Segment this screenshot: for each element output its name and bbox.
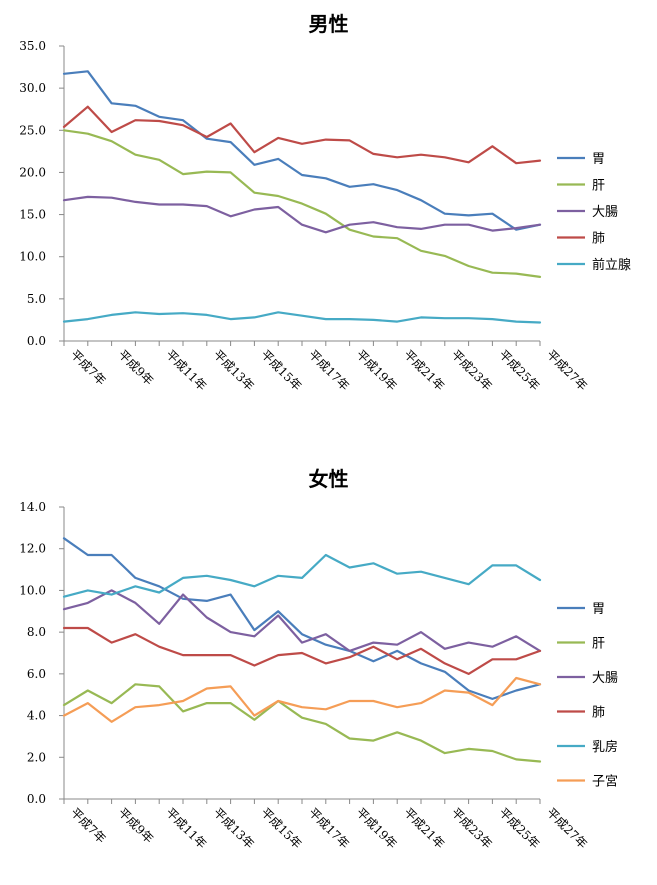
chart-title: 男性 <box>308 12 349 36</box>
plot-area: 0.0 2.0 4.0 6.0 8.0 10.0 12.0 14.0 平成7年 平成9年 平成11年… <box>19 500 618 851</box>
x-tick-label: 平成27年 <box>544 805 590 851</box>
series-line-2 <box>62 195 542 234</box>
x-tick-label: 平成25年 <box>496 805 542 851</box>
legend-label: 子宮 <box>592 774 618 790</box>
x-tick-label: 平成21年 <box>401 347 447 393</box>
chart-title: 女性 <box>308 467 349 491</box>
series-line-4 <box>62 553 542 598</box>
x-tick-label: 平成17年 <box>306 347 352 393</box>
y-tick-label: 0.0 <box>27 792 46 806</box>
series-line-3 <box>62 105 542 165</box>
y-tick-label: 35.0 <box>19 39 46 53</box>
y-tick-label: 0.0 <box>27 334 46 348</box>
x-tick-label: 平成11年 <box>163 347 209 393</box>
x-tick-label: 平成15年 <box>258 805 304 851</box>
y-tick-label: 25.0 <box>19 123 46 137</box>
legend-label: 胃 <box>592 152 605 167</box>
chart-male: 男性 0.0 5.0 10.0 15.0 20.0 25.0 30.0 35.0 平成7年 平成9… <box>0 0 657 430</box>
x-tick-label: 平成27年 <box>544 347 590 393</box>
y-tick-label: 2.0 <box>27 750 46 764</box>
x-tick-label: 平成13年 <box>211 347 257 393</box>
y-tick-label: 12.0 <box>19 542 46 556</box>
x-tick-label: 平成25年 <box>496 347 542 393</box>
y-tick-label: 10.0 <box>19 583 46 597</box>
x-tick-label: 平成13年 <box>211 805 257 851</box>
legend-label: 肝 <box>592 179 605 194</box>
series-line-3 <box>62 626 542 675</box>
series-line-2 <box>62 589 542 652</box>
legend-label: 乳房 <box>592 739 618 755</box>
y-tick-label: 20.0 <box>19 165 46 179</box>
y-tick-label: 10.0 <box>19 250 46 264</box>
x-tick-label: 平成7年 <box>68 805 109 846</box>
series-line-1 <box>62 683 542 763</box>
legend-label: 肝 <box>592 637 605 652</box>
x-tick-label: 平成9年 <box>115 805 156 846</box>
x-tick-label: 平成21年 <box>401 805 447 851</box>
series-line-0 <box>62 70 542 231</box>
y-tick-label: 5.0 <box>27 292 46 306</box>
chart-female: 女性 0.0 2.0 4.0 6.0 8.0 10.0 12.0 14.0 平成7年 平成9年 平成… <box>0 455 657 885</box>
y-tick-label: 4.0 <box>27 709 46 723</box>
series-line-1 <box>62 129 542 278</box>
x-tick-label: 平成9年 <box>115 347 156 388</box>
x-tick-label: 平成19年 <box>353 805 399 851</box>
y-tick-label: 14.0 <box>19 500 46 514</box>
legend-label: 前立腺 <box>592 257 631 273</box>
series-line-0 <box>62 537 542 700</box>
x-tick-label: 平成23年 <box>449 347 495 393</box>
y-tick-label: 30.0 <box>19 81 46 95</box>
y-tick-label: 15.0 <box>19 208 46 222</box>
series-line-5 <box>62 676 542 723</box>
legend-label: 大腸 <box>592 671 618 686</box>
legend-label: 大腸 <box>592 205 618 220</box>
legend-label: 胃 <box>592 602 605 617</box>
legend-label: 肺 <box>592 706 605 721</box>
x-tick-label: 平成17年 <box>306 805 352 851</box>
x-tick-label: 平成11年 <box>163 805 209 851</box>
x-tick-label: 平成7年 <box>68 347 109 388</box>
series-line-4 <box>62 311 542 324</box>
x-tick-label: 平成19年 <box>353 347 399 393</box>
x-tick-label: 平成15年 <box>258 347 304 393</box>
y-tick-label: 6.0 <box>27 667 46 681</box>
x-tick-label: 平成23年 <box>449 805 495 851</box>
legend-label: 肺 <box>592 232 605 247</box>
y-tick-label: 8.0 <box>27 625 46 639</box>
